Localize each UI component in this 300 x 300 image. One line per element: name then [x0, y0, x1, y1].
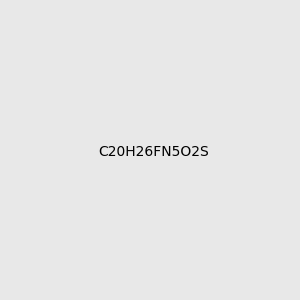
- Text: C20H26FN5O2S: C20H26FN5O2S: [98, 145, 209, 158]
